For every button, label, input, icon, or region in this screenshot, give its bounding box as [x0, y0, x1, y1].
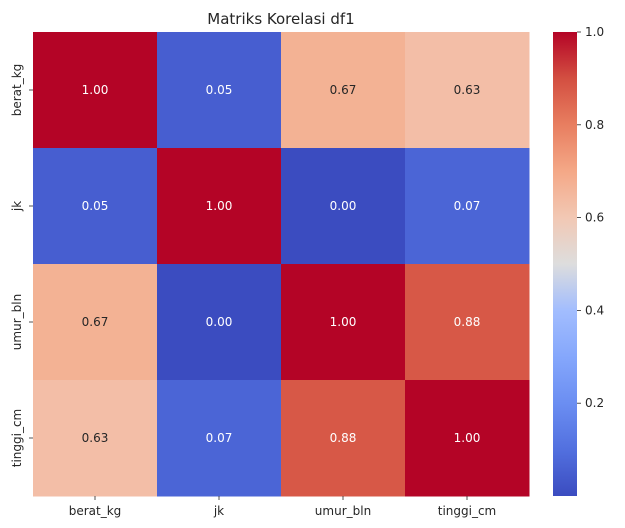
cell-value-label: 0.63 [82, 431, 109, 445]
cell-value-label: 0.00 [206, 315, 233, 329]
x-tick-label: umur_bln [315, 504, 371, 518]
cell-value-label: 0.88 [330, 431, 357, 445]
heatmap-cell [281, 264, 406, 381]
chart-title: Matriks Korelasi df1 [207, 10, 354, 28]
colorbar-tick-label: 0.2 [585, 396, 604, 410]
cell-value-label: 0.05 [206, 83, 233, 97]
cell-value-label: 0.07 [454, 199, 481, 213]
heatmap-cell [157, 380, 282, 497]
heatmap-cell [157, 148, 282, 265]
colorbar: 0.2 0.4 0.6 0.8 1.0 [553, 25, 604, 496]
x-tick-label: jk [213, 504, 224, 518]
y-tick-label: jk [10, 201, 24, 212]
cell-value-label: 1.00 [454, 431, 481, 445]
cell-value-label: 1.00 [330, 315, 357, 329]
cell-value-label: 1.00 [206, 199, 233, 213]
heatmap-cell [281, 380, 406, 497]
cell-value-label: 0.67 [82, 315, 109, 329]
heatmap-cell [33, 264, 158, 381]
y-tick-label: umur_bln [10, 294, 24, 350]
heatmap-cell [33, 380, 158, 497]
y-tick-label: berat_kg [10, 64, 24, 117]
cell-value-label: 0.00 [330, 199, 357, 213]
heatmap-cell [281, 32, 406, 149]
heatmap-cell [157, 264, 282, 381]
colorbar-tick-label: 0.4 [585, 303, 604, 317]
colorbar-tick-label: 0.6 [585, 211, 604, 225]
colorbar-gradient [553, 32, 577, 496]
cell-value-label: 0.67 [330, 83, 357, 97]
heatmap-cell [405, 264, 530, 381]
heatmap-cell [405, 32, 530, 149]
cell-value-label: 0.07 [206, 431, 233, 445]
x-axis: berat_kg jk umur_bln tinggi_cm [69, 496, 497, 518]
heatmap-cells: 1.00 0.05 0.67 0.63 0.05 1.00 0.00 0.07 0.67 0.00… [33, 32, 530, 497]
cell-value-label: 0.63 [454, 83, 481, 97]
x-tick-label: tinggi_cm [438, 504, 497, 518]
heatmap-cell [33, 148, 158, 265]
cell-value-label: 0.05 [82, 199, 109, 213]
heatmap-cell [405, 148, 530, 265]
cell-value-label: 0.88 [454, 315, 481, 329]
y-tick-label: tinggi_cm [10, 409, 24, 468]
colorbar-tick-label: 1.0 [585, 25, 604, 39]
x-tick-label: berat_kg [69, 504, 122, 518]
colorbar-tick-label: 0.8 [585, 118, 604, 132]
heatmap-cell [405, 380, 530, 497]
heatmap-cell [281, 148, 406, 265]
cell-value-label: 1.00 [82, 83, 109, 97]
heatmap-cell [157, 32, 282, 149]
heatmap-cell [33, 32, 158, 149]
